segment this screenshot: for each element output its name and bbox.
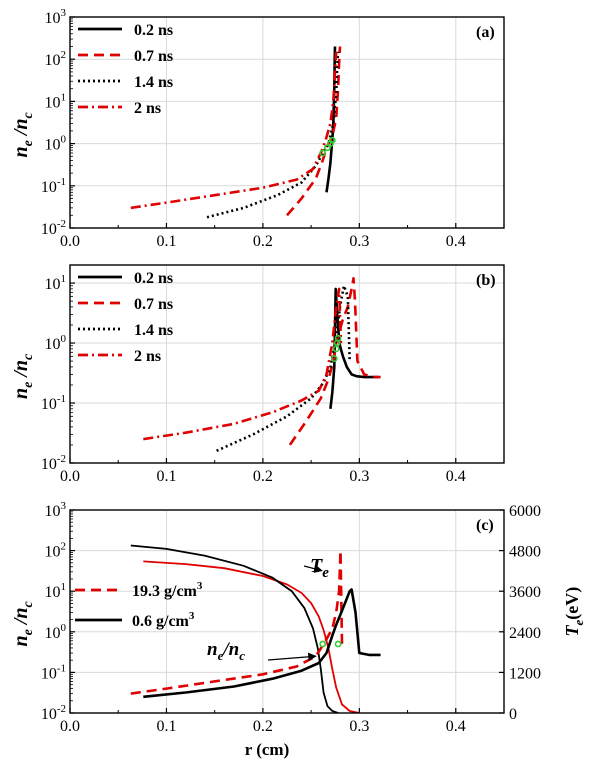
x-tick-label: 0.0 — [60, 468, 80, 485]
plot-area — [130, 544, 381, 713]
plot-frame — [69, 509, 505, 714]
x-tick-label: 0.4 — [446, 718, 466, 735]
x-tick-label: 0.3 — [349, 233, 369, 250]
legend-label: 0.7 ns — [134, 296, 173, 313]
y-axis-label-text: ne /nc — [10, 353, 36, 399]
legend-label: 1.4 ns — [134, 74, 173, 91]
te-line-0 — [143, 560, 360, 713]
y-right-tick-label: 6000 — [509, 503, 541, 520]
marker-point — [319, 640, 327, 648]
x-tick-label: 0.2 — [253, 233, 273, 250]
chart-panel-1: 0.0 0.1 0.2 0.3 0.4 10-2 10-1 100 101 (b) ne /nc 0.… — [10, 264, 505, 485]
y-axis-label: ne /nc — [10, 111, 36, 157]
marker-point — [319, 149, 327, 157]
series-line-0 — [325, 46, 337, 193]
legend-label: 0.6 g/cm3 — [132, 610, 195, 630]
legend-label: 2 ns — [134, 100, 161, 117]
legend-label: 0.2 ns — [134, 22, 173, 39]
chart-panel-0: 0.0 0.1 0.2 0.3 0.4 10-2 10-1 100 101 102 103 (a) ne… — [10, 7, 505, 250]
plot-area — [130, 46, 342, 219]
panel-label: (a) — [476, 24, 495, 41]
ne-annotation-arrow — [267, 652, 317, 662]
plot-area — [143, 276, 381, 452]
y-right-tick-label: 3600 — [509, 584, 541, 601]
y-tick-label: 10-1 — [41, 176, 66, 196]
x-axis-label: r (cm) — [245, 740, 290, 759]
y-tick-label: 102 — [45, 541, 67, 561]
y-right-tick-label: 0 — [509, 706, 517, 723]
y-tick-label: 10-1 — [41, 393, 66, 413]
y-tick-label: 100 — [45, 333, 67, 353]
ne-annotation: ne/nc — [207, 639, 245, 663]
x-tick-label: 0.3 — [349, 718, 369, 735]
y-tick-label: 101 — [45, 91, 67, 111]
y-axis-label-text: ne /nc — [10, 111, 36, 157]
y-tick-label: 10-2 — [41, 453, 66, 473]
y-right-tick-label: 2400 — [509, 625, 541, 642]
marker-point — [334, 640, 342, 648]
y-right-axis-label-text: Te(eV) — [562, 587, 586, 637]
y-tick-label: 10-2 — [41, 218, 66, 238]
x-tick-label: 0.1 — [156, 718, 176, 735]
y-tick-label: 102 — [45, 49, 67, 69]
series-line-2 — [216, 284, 351, 452]
plot-frame — [69, 16, 505, 229]
x-tick-label: 0.4 — [446, 233, 466, 250]
te-annotation-arrow — [303, 564, 323, 573]
x-tick-label: 0.4 — [446, 468, 466, 485]
x-tick-label: 0.2 — [253, 718, 273, 735]
te-line-1 — [130, 544, 339, 713]
series-line-1 — [288, 276, 381, 446]
marker-point — [332, 345, 340, 353]
y-axis-label: ne /nc — [10, 353, 36, 399]
y-tick-label: 103 — [45, 500, 67, 520]
x-tick-label: 0.0 — [60, 718, 80, 735]
y-tick-label: 103 — [45, 7, 67, 27]
legend-label: 2 ns — [134, 348, 161, 365]
marker-point — [330, 355, 338, 363]
legend-label: 0.7 ns — [134, 48, 173, 65]
series-line-2 — [206, 51, 340, 219]
y-tick-label: 101 — [45, 273, 67, 293]
y-right-axis-label: Te(eV) — [562, 587, 586, 637]
x-tick-label: 0.0 — [60, 233, 80, 250]
y-axis-label: ne /nc — [10, 600, 36, 646]
x-tick-label: 0.1 — [156, 468, 176, 485]
y-right-tick-label: 4800 — [509, 544, 541, 561]
y-tick-label: 101 — [45, 581, 67, 601]
x-tick-label: 0.3 — [349, 468, 369, 485]
panel-label: (b) — [476, 272, 496, 289]
legend-label: 0.2 ns — [134, 270, 173, 287]
y-tick-label: 10-2 — [41, 703, 66, 723]
y-tick-label: 100 — [45, 622, 67, 642]
panel-label: (c) — [476, 517, 494, 534]
legend-label: 19.3 g/cm3 — [132, 580, 203, 600]
y-right-tick-label: 1200 — [509, 665, 541, 682]
series-line-3 — [130, 51, 338, 210]
ne-line-1 — [143, 588, 381, 699]
marker-point — [328, 136, 336, 144]
marker-point — [334, 334, 342, 342]
y-axis-label-text: ne /nc — [10, 600, 36, 646]
x-tick-label: 0.2 — [253, 468, 273, 485]
y-tick-label: 100 — [45, 134, 67, 154]
series-line-3 — [143, 287, 343, 441]
chart-panel-2: 0.0 0.1 0.2 0.3 0.4 10-2 10-1 100 101 102 103 0 1200… — [10, 500, 586, 759]
x-tick-label: 0.1 — [156, 233, 176, 250]
ne-line-0 — [130, 549, 344, 695]
plot-frame — [69, 264, 505, 464]
y-tick-label: 10-1 — [41, 662, 66, 682]
legend-label: 1.4 ns — [134, 322, 173, 339]
